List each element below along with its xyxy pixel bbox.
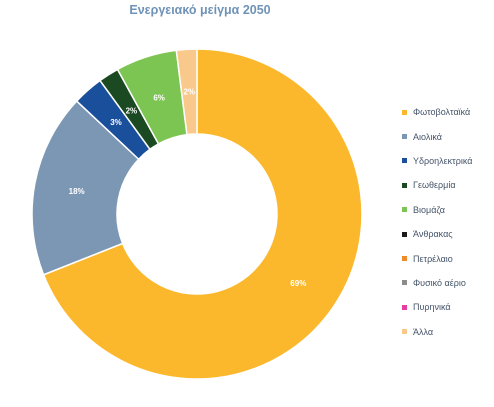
legend-swatch bbox=[402, 329, 407, 335]
data-label-3: 3% bbox=[110, 118, 122, 127]
legend-label: Υδροηλεκτρικά bbox=[413, 155, 473, 166]
legend-item: Πετρέλαιο bbox=[402, 246, 472, 270]
legend-label: Πυρηνικά bbox=[413, 302, 451, 313]
legend-item: Αιολικά bbox=[402, 124, 472, 148]
legend-swatch bbox=[402, 304, 407, 310]
chart-title: Ενεργειακό μείγμα 2050 bbox=[129, 3, 271, 17]
legend-item: Άνθρακας bbox=[402, 222, 472, 246]
slice-1 bbox=[42, 48, 363, 380]
legend-label: Γεωθερμία bbox=[413, 180, 456, 191]
legend-swatch bbox=[402, 231, 407, 237]
legend-label: Άνθρακας bbox=[413, 229, 453, 240]
legend-label: Αιολικά bbox=[413, 131, 442, 142]
legend-swatch bbox=[402, 280, 407, 286]
legend-item: Φυσικό αέριο bbox=[402, 271, 472, 295]
legend-swatch bbox=[402, 207, 407, 213]
slice-10 bbox=[175, 48, 198, 136]
slice-2 bbox=[31, 99, 140, 276]
legend-swatch bbox=[402, 134, 407, 140]
legend-label: Φυσικό αέριο bbox=[413, 277, 466, 288]
legend-label: Φωτοβολταϊκά bbox=[413, 107, 471, 118]
legend-label: Βιομάζα bbox=[413, 204, 445, 215]
legend-label: Άλλα bbox=[413, 326, 434, 337]
legend-swatch bbox=[402, 158, 407, 164]
data-label-4: 2% bbox=[126, 107, 138, 116]
data-label-10: 2% bbox=[184, 88, 196, 97]
legend-item: Άλλα bbox=[402, 320, 472, 344]
chart-legend: Φωτοβολταϊκά Αιολικά Υδροηλεκτρικά Γεωθερμί… bbox=[402, 100, 472, 344]
legend-label: Πετρέλαιο bbox=[413, 253, 453, 264]
legend-item: Βιομάζα bbox=[402, 198, 472, 222]
legend-swatch bbox=[402, 256, 407, 262]
legend-item: Υδροηλεκτρικά bbox=[402, 149, 472, 173]
legend-item: Γεωθερμία bbox=[402, 173, 472, 197]
legend-item: Φωτοβολταϊκά bbox=[402, 100, 472, 124]
legend-item: Πυρηνικά bbox=[402, 295, 472, 319]
legend-swatch bbox=[402, 109, 407, 115]
legend-swatch bbox=[402, 182, 407, 188]
data-label-5: 6% bbox=[153, 93, 165, 102]
data-label-2: 18% bbox=[69, 187, 85, 196]
data-label-1: 69% bbox=[290, 279, 306, 288]
